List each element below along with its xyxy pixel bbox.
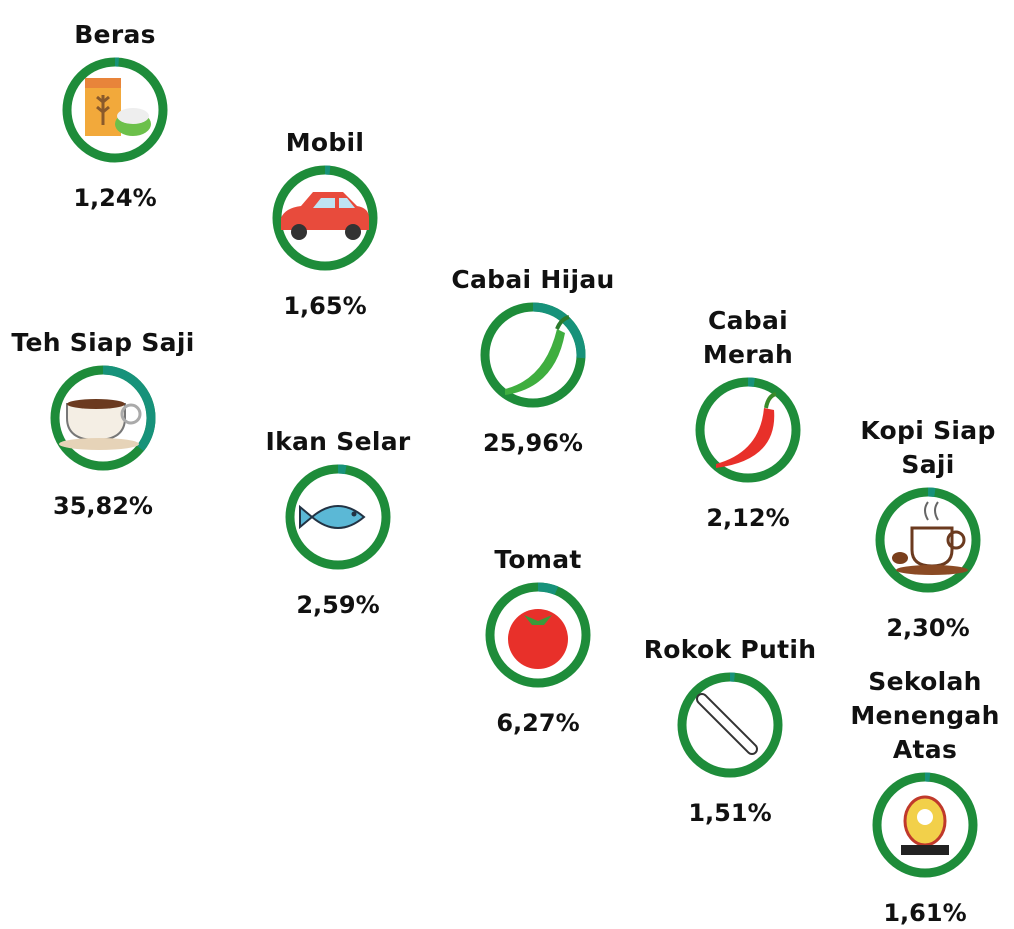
ring-arc bbox=[695, 377, 801, 483]
item-label: Cabai Merah bbox=[702, 306, 794, 369]
ring-arc bbox=[480, 302, 586, 408]
ring-arc bbox=[62, 57, 168, 163]
icon bbox=[59, 399, 142, 450]
item-label: Kopi Siap Saji bbox=[860, 416, 996, 479]
icon-shape bbox=[896, 565, 968, 575]
value-label: 35,82% bbox=[53, 492, 153, 520]
ring-arc bbox=[875, 487, 981, 593]
icon bbox=[696, 693, 758, 755]
item-label: Teh Siap Saji bbox=[11, 328, 195, 357]
ring-arc bbox=[285, 464, 391, 570]
icon-shape bbox=[66, 403, 126, 442]
value-label: 2,30% bbox=[886, 614, 970, 642]
icon-shape bbox=[910, 526, 954, 568]
icon bbox=[508, 609, 568, 669]
ring bbox=[272, 165, 378, 271]
icon-shape bbox=[299, 504, 314, 530]
ring bbox=[875, 487, 981, 593]
icon-shape bbox=[555, 315, 570, 330]
icon bbox=[716, 392, 777, 468]
ring bbox=[62, 57, 168, 163]
value-label: 1,65% bbox=[283, 292, 367, 320]
ring-arc bbox=[485, 582, 591, 688]
value-label: 1,61% bbox=[883, 899, 967, 927]
icon-shape bbox=[96, 95, 110, 125]
icon bbox=[85, 78, 151, 136]
ring bbox=[485, 582, 591, 688]
value-label: 2,59% bbox=[296, 591, 380, 619]
ring-arc bbox=[872, 772, 978, 878]
icon-shape bbox=[117, 108, 149, 124]
icon-shape bbox=[892, 552, 908, 564]
icon-shape bbox=[901, 845, 949, 855]
icon bbox=[892, 501, 968, 575]
icon-shape bbox=[924, 501, 939, 521]
value-label: 1,24% bbox=[73, 184, 157, 212]
icon-shape bbox=[85, 78, 121, 88]
icon-shape bbox=[524, 615, 552, 625]
icon bbox=[897, 795, 953, 857]
item-label: Cabai Hijau bbox=[451, 265, 615, 294]
icon-shape bbox=[351, 511, 357, 517]
icon-shape bbox=[698, 695, 756, 753]
ring bbox=[872, 772, 978, 878]
value-label: 2,12% bbox=[706, 504, 790, 532]
icon-shape bbox=[508, 609, 568, 669]
icon-shape bbox=[291, 224, 307, 240]
ring bbox=[677, 672, 783, 778]
icon bbox=[505, 315, 570, 395]
icon-shape bbox=[764, 392, 777, 409]
item-label: Tomat bbox=[494, 545, 582, 574]
value-label: 6,27% bbox=[496, 709, 580, 737]
item-label: Beras bbox=[74, 20, 156, 49]
icon-shape bbox=[917, 809, 933, 825]
icon-shape bbox=[505, 329, 565, 395]
icon-shape bbox=[946, 530, 966, 550]
item-label: Rokok Putih bbox=[643, 635, 817, 664]
ring-track bbox=[695, 377, 801, 483]
icon bbox=[281, 192, 369, 240]
item-label: Mobil bbox=[285, 128, 365, 157]
ring bbox=[480, 302, 586, 408]
ring bbox=[50, 365, 156, 471]
ring-arc bbox=[677, 672, 783, 778]
value-label: 25,96% bbox=[483, 429, 583, 457]
icon-shape bbox=[716, 408, 775, 468]
ring-arc bbox=[272, 165, 378, 271]
icon bbox=[299, 504, 366, 530]
icon-shape bbox=[345, 224, 361, 240]
icon-shape bbox=[310, 505, 366, 529]
ring bbox=[285, 464, 391, 570]
icon-shape bbox=[59, 438, 139, 450]
item-label: Ikan Selar bbox=[265, 427, 411, 456]
icon-shape bbox=[281, 192, 369, 230]
icon-shape bbox=[120, 403, 142, 425]
icon-shape bbox=[313, 198, 355, 208]
value-label: 1,51% bbox=[688, 799, 772, 827]
ring bbox=[695, 377, 801, 483]
icon-shape bbox=[67, 399, 125, 409]
item-label: Sekolah Menengah Atas bbox=[850, 667, 1000, 764]
ring-arc bbox=[50, 365, 156, 471]
